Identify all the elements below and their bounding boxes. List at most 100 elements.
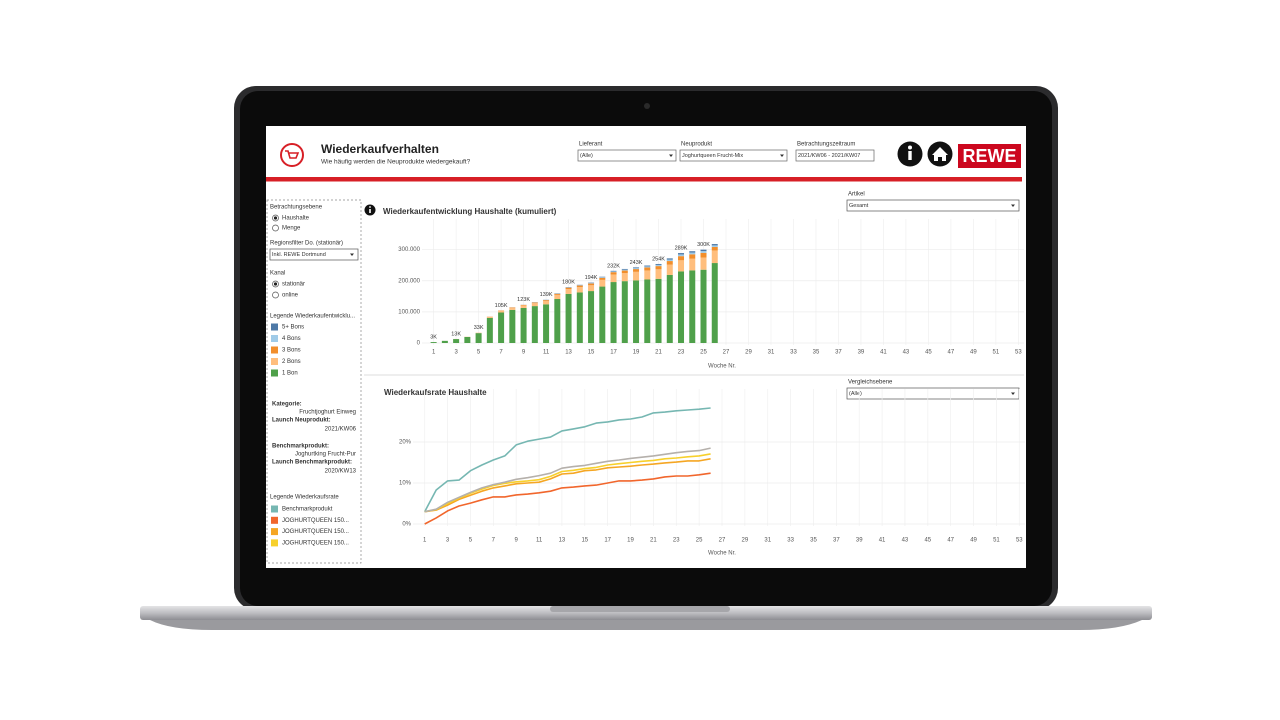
x-tick-label: 39 — [858, 350, 865, 356]
bar-segment — [644, 265, 651, 267]
x-tick-label: 47 — [947, 538, 954, 544]
sidebar-label: Legende Wiederkaufentwicklu... — [270, 314, 355, 320]
legend-label: 2 Bons — [282, 359, 301, 365]
control-dropdown[interactable] — [846, 387, 1020, 400]
bar-segment — [554, 294, 561, 300]
rewe-logo[interactable] — [958, 144, 1021, 168]
control-label: Vergleichsebene — [848, 380, 893, 386]
x-tick-label: 1 — [423, 538, 427, 544]
x-tick-label: 7 — [499, 350, 503, 356]
bar-segment — [711, 263, 718, 343]
x-tick-label: 35 — [813, 350, 820, 356]
bar-segment — [655, 264, 662, 267]
info-label: Launch Neuprodukt: — [272, 418, 331, 424]
bar-segment — [700, 257, 707, 270]
radio-label: Menge — [282, 226, 301, 232]
y-tick-label: 10% — [399, 481, 412, 487]
x-tick-label: 19 — [633, 350, 640, 356]
bar-segment — [678, 254, 685, 257]
info-icon-bar — [369, 209, 371, 213]
bar-segment — [711, 245, 718, 247]
region-dropdown[interactable] — [269, 248, 359, 261]
x-tick-label: 53 — [1015, 350, 1022, 356]
bar-segment — [621, 269, 628, 271]
x-tick-label: 35 — [810, 538, 817, 544]
filter-value: 2021/KW06 - 2021/KW07 — [798, 153, 860, 159]
legend-label: JOGHURTQUEEN 150... — [282, 518, 349, 524]
bar-segment — [509, 307, 516, 310]
bar-total-label: 254K — [652, 256, 665, 262]
series-line — [423, 407, 711, 513]
dropdown-arrow — [350, 253, 354, 256]
app-title: Wiederkaufverhalten — [321, 142, 439, 156]
radio-selected — [273, 216, 278, 220]
x-tick-label: 47 — [948, 350, 955, 356]
x-tick-label: 33 — [790, 350, 797, 356]
x-tick-label: 7 — [492, 538, 496, 544]
filter-label: Betrachtungszeitraum — [797, 142, 855, 148]
filter-dropdown[interactable] — [679, 149, 788, 162]
x-tick-label: 27 — [723, 350, 730, 356]
bar-segment — [565, 287, 572, 289]
radio-button[interactable] — [272, 291, 279, 299]
legend-label: 5+ Bons — [282, 325, 304, 331]
bar-segment — [531, 306, 538, 343]
bar-segment — [486, 317, 493, 343]
bar-segment — [576, 285, 583, 288]
x-tick-label: 11 — [543, 350, 550, 356]
x-tick-label: 45 — [925, 350, 932, 356]
y-tick-label: 100.000 — [398, 309, 420, 315]
bar-total-label: 289K — [675, 246, 688, 252]
legend-swatch — [271, 358, 278, 365]
bar-segment — [610, 272, 617, 275]
control-dropdown[interactable] — [846, 199, 1020, 212]
sidebar — [266, 199, 362, 564]
y-tick-label: 0% — [402, 522, 411, 528]
radio-button[interactable] — [272, 224, 279, 232]
region-value: Inkl. REWE Dortmund — [272, 252, 326, 258]
bar-total-label: 3K — [430, 335, 437, 341]
bar-segment — [509, 309, 516, 343]
filter-dropdown[interactable] — [795, 149, 875, 162]
bar-segment — [655, 278, 662, 343]
rewe-logo-text: REWE — [963, 146, 1017, 166]
control-value: (Alle) — [849, 391, 862, 397]
x-tick-label: 37 — [835, 350, 842, 356]
bar-segment — [689, 254, 696, 259]
x-tick-label: 5 — [477, 350, 481, 356]
x-tick-label: 43 — [902, 538, 909, 544]
chart-title: Wiederkaufsrate Haushalte — [384, 388, 487, 397]
legend-swatch — [271, 528, 278, 536]
laptop-base — [140, 606, 1152, 620]
y-tick-label: 0 — [417, 341, 421, 347]
info-value: Joghurtking Frucht-Pur — [295, 452, 356, 458]
y-tick-label: 20% — [399, 440, 412, 446]
bar-segment — [520, 307, 527, 343]
bar-segment — [666, 264, 673, 275]
series-line — [424, 472, 711, 525]
info-label: Launch Benchmarkprodukt: — [272, 460, 352, 466]
bar-segment — [531, 303, 538, 307]
bar-segment — [588, 285, 595, 292]
x-tick-label: 39 — [856, 538, 863, 544]
legend-swatch — [271, 505, 278, 513]
y-tick-label: 200.000 — [398, 278, 420, 284]
bar-segment — [644, 267, 651, 271]
x-tick-label: 23 — [678, 350, 685, 356]
bar-segment — [621, 270, 628, 274]
x-tick-label: 29 — [742, 538, 749, 544]
bar-segment — [689, 252, 696, 255]
bar-segment — [520, 304, 527, 306]
sidebar-label: Kanal — [270, 271, 285, 277]
laptop-notch — [550, 606, 730, 612]
dropdown-arrow — [780, 154, 784, 157]
x-tick-label: 17 — [610, 350, 617, 356]
screen — [266, 126, 1026, 568]
x-tick-label: 53 — [1016, 538, 1023, 544]
x-tick-label: 51 — [993, 538, 1000, 544]
legend-swatch — [271, 539, 278, 547]
filter-dropdown[interactable] — [577, 149, 677, 162]
bar-segment — [655, 269, 662, 279]
x-tick-label: 13 — [559, 538, 566, 544]
bar-segment — [498, 312, 505, 343]
